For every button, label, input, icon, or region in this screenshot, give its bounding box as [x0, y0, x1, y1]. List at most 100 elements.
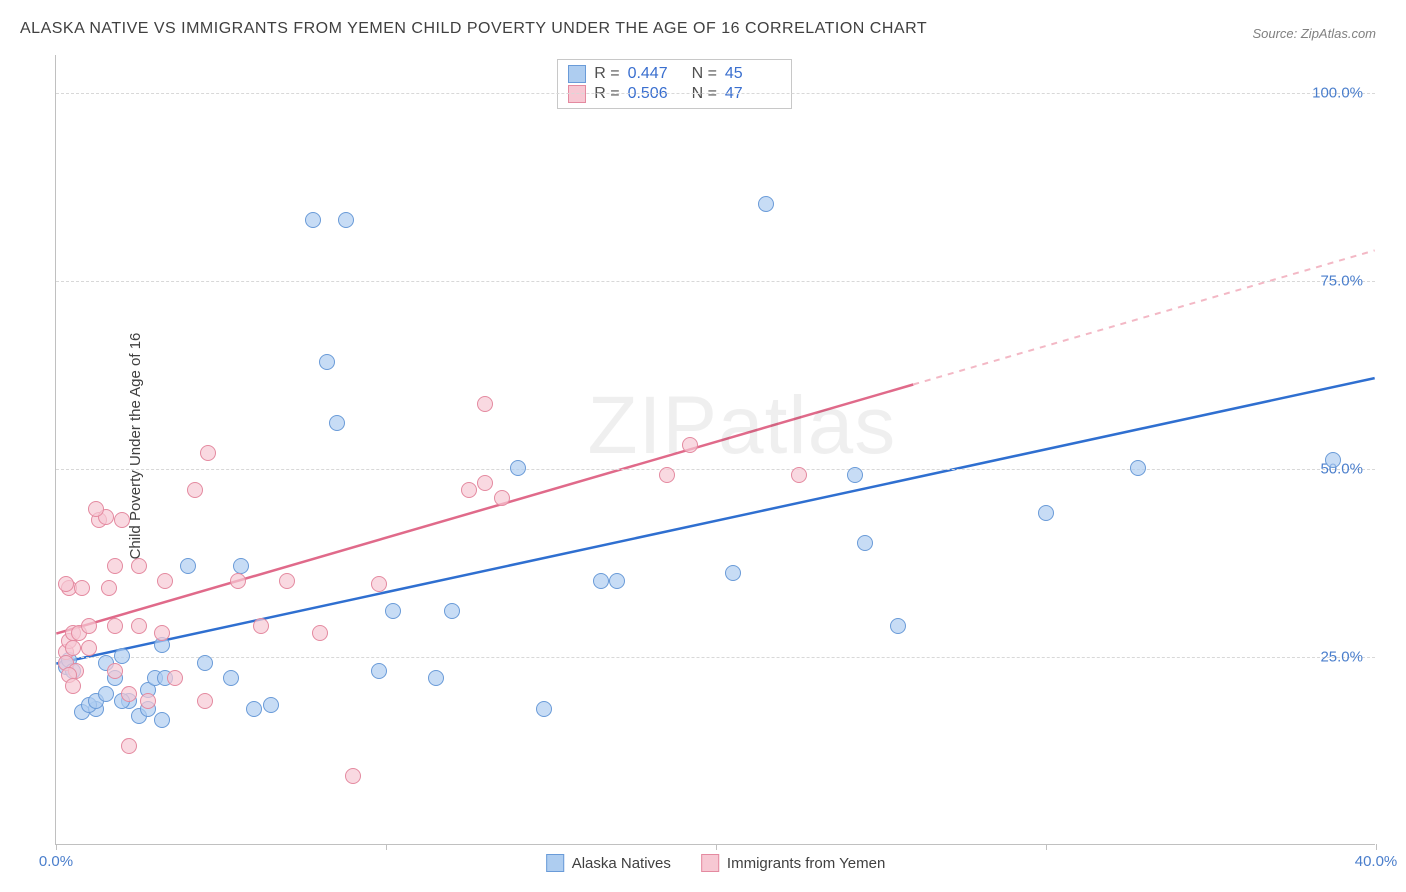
y-tick-label: 75.0% — [1320, 272, 1363, 289]
gridline — [56, 93, 1375, 94]
gridline — [56, 657, 1375, 658]
data-point — [847, 467, 863, 483]
stat-r-value: 0.506 — [628, 85, 684, 103]
data-point — [107, 663, 123, 679]
data-point — [197, 693, 213, 709]
data-point — [279, 573, 295, 589]
data-point — [1038, 505, 1054, 521]
data-point — [494, 490, 510, 506]
swatch-icon — [568, 65, 586, 83]
data-point — [74, 580, 90, 596]
data-point — [101, 580, 117, 596]
source-attribution: Source: ZipAtlas.com — [1252, 26, 1376, 41]
data-point — [329, 415, 345, 431]
data-point — [121, 738, 137, 754]
data-point — [114, 512, 130, 528]
correlation-chart: ALASKA NATIVE VS IMMIGRANTS FROM YEMEN C… — [0, 0, 1406, 892]
data-point — [180, 558, 196, 574]
data-point — [65, 640, 81, 656]
series-legend: Alaska Natives Immigrants from Yemen — [546, 854, 886, 872]
data-point — [371, 576, 387, 592]
chart-title: ALASKA NATIVE VS IMMIGRANTS FROM YEMEN C… — [20, 20, 927, 38]
data-point — [167, 670, 183, 686]
y-tick-label: 100.0% — [1312, 84, 1363, 101]
data-point — [444, 603, 460, 619]
data-point — [121, 686, 137, 702]
data-point — [157, 573, 173, 589]
data-point — [312, 625, 328, 641]
swatch-icon — [568, 85, 586, 103]
data-point — [154, 625, 170, 641]
data-point — [253, 618, 269, 634]
stat-r-label: R = — [594, 65, 619, 83]
stat-r-label: R = — [594, 85, 619, 103]
trend-lines — [56, 55, 1375, 844]
data-point — [233, 558, 249, 574]
data-point — [338, 212, 354, 228]
stat-n-label: N = — [692, 65, 717, 83]
data-point — [81, 618, 97, 634]
stat-n-value: 47 — [725, 85, 781, 103]
data-point — [857, 535, 873, 551]
data-point — [758, 196, 774, 212]
legend-item: Alaska Natives — [546, 854, 671, 872]
legend-label: Alaska Natives — [572, 855, 671, 872]
data-point — [659, 467, 675, 483]
watermark: ZIPatlas — [587, 379, 896, 473]
data-point — [345, 768, 361, 784]
swatch-icon — [546, 854, 564, 872]
data-point — [154, 712, 170, 728]
stat-n-value: 45 — [725, 65, 781, 83]
stat-n-label: N = — [692, 85, 717, 103]
x-tick — [1376, 844, 1377, 850]
data-point — [725, 565, 741, 581]
data-point — [88, 501, 104, 517]
x-tick-label: 40.0% — [1355, 853, 1398, 870]
data-point — [593, 573, 609, 589]
data-point — [65, 678, 81, 694]
data-point — [140, 693, 156, 709]
legend-label: Immigrants from Yemen — [727, 855, 885, 872]
data-point — [319, 354, 335, 370]
data-point — [536, 701, 552, 717]
x-tick — [1046, 844, 1047, 850]
data-point — [58, 576, 74, 592]
data-point — [682, 437, 698, 453]
data-point — [371, 663, 387, 679]
data-point — [223, 670, 239, 686]
data-point — [114, 648, 130, 664]
x-tick — [386, 844, 387, 850]
data-point — [98, 686, 114, 702]
y-tick-label: 25.0% — [1320, 648, 1363, 665]
legend-item: Immigrants from Yemen — [701, 854, 885, 872]
data-point — [230, 573, 246, 589]
data-point — [81, 640, 97, 656]
data-point — [263, 697, 279, 713]
data-point — [131, 618, 147, 634]
stats-legend: R = 0.447 N = 45 R = 0.506 N = 47 — [557, 59, 792, 109]
gridline — [56, 469, 1375, 470]
data-point — [461, 482, 477, 498]
data-point — [1130, 460, 1146, 476]
swatch-icon — [701, 854, 719, 872]
data-point — [197, 655, 213, 671]
data-point — [791, 467, 807, 483]
data-point — [609, 573, 625, 589]
data-point — [890, 618, 906, 634]
plot-area: ZIPatlas R =0.447N =45R =0.506N =47 Alas… — [55, 55, 1375, 845]
x-tick — [716, 844, 717, 850]
data-point — [187, 482, 203, 498]
data-point — [131, 558, 147, 574]
x-tick-label: 0.0% — [39, 853, 73, 870]
data-point — [477, 475, 493, 491]
stats-row: R = 0.506 N = 47 — [568, 84, 781, 104]
data-point — [1325, 452, 1341, 468]
data-point — [107, 558, 123, 574]
data-point — [510, 460, 526, 476]
data-point — [385, 603, 401, 619]
stat-r-value: 0.447 — [628, 65, 684, 83]
x-tick — [56, 844, 57, 850]
gridline — [56, 281, 1375, 282]
data-point — [477, 396, 493, 412]
data-point — [305, 212, 321, 228]
